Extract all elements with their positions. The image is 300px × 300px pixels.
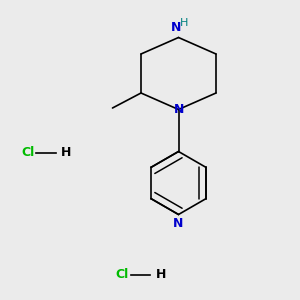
Text: N: N — [171, 21, 181, 34]
Text: H: H — [155, 268, 166, 281]
Text: N: N — [174, 103, 184, 116]
Text: H: H — [61, 146, 71, 160]
Text: H: H — [180, 19, 189, 28]
Text: Cl: Cl — [21, 146, 34, 160]
Text: Cl: Cl — [116, 268, 129, 281]
Text: N: N — [173, 217, 184, 230]
